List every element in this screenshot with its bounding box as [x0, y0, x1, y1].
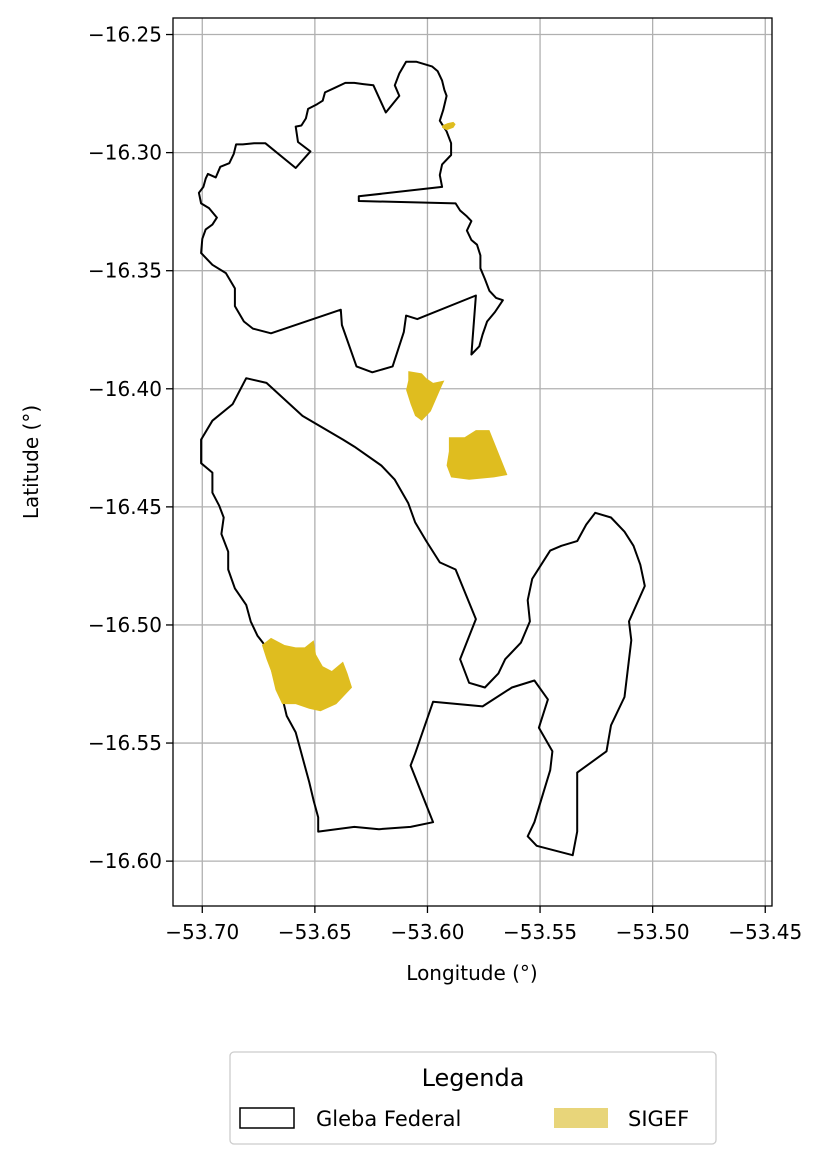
x-tick-label: −53.55: [503, 920, 577, 944]
x-tick-label: −53.70: [165, 920, 239, 944]
sigef-area-1: [442, 121, 456, 131]
legend: Legenda Gleba Federal SIGEF: [229, 1051, 717, 1145]
legend-label-sigef: SIGEF: [628, 1107, 689, 1131]
x-axis-label: Longitude (°): [406, 961, 537, 985]
y-tick-label: −16.55: [88, 731, 162, 755]
gleba-federal-polygon-1: [197, 60, 504, 374]
gleba-federal-polygon-2: [200, 377, 646, 857]
y-tick-label: −16.25: [88, 23, 162, 47]
legend-label-gleba: Gleba Federal: [316, 1107, 461, 1131]
y-tick-label: −16.35: [88, 259, 162, 283]
sigef-area-2: [406, 371, 445, 421]
y-tick-label: −16.45: [88, 495, 162, 519]
grid-lines: [173, 18, 772, 906]
x-tick-label: −53.65: [278, 920, 352, 944]
sigef-area-4: [261, 637, 352, 712]
sigef-area-3: [446, 430, 508, 480]
gleba-federal-polygons: [197, 60, 646, 857]
x-tick-label: −53.60: [390, 920, 464, 944]
y-tick-label: −16.30: [88, 141, 162, 165]
y-tick-label: −16.40: [88, 377, 162, 401]
y-axis-label: Latitude (°): [19, 405, 43, 519]
legend-swatch-gleba: [239, 1107, 295, 1129]
x-tick-label: −53.45: [728, 920, 802, 944]
y-tick-label: −16.50: [88, 613, 162, 637]
x-tick-label: −53.50: [616, 920, 690, 944]
y-axis-ticks: −16.25 −16.30 −16.35 −16.40 −16.45 −16.50 −16.…: [88, 23, 173, 873]
legend-title: Legenda: [422, 1064, 525, 1092]
y-tick-label: −16.60: [88, 849, 162, 873]
sigef-polygons: [261, 121, 508, 712]
legend-swatch-sigef: [554, 1108, 608, 1128]
x-axis-ticks: −53.70 −53.65 −53.60 −53.55 −53.50 −53.45: [165, 906, 802, 944]
plot-frame: [172, 17, 773, 907]
